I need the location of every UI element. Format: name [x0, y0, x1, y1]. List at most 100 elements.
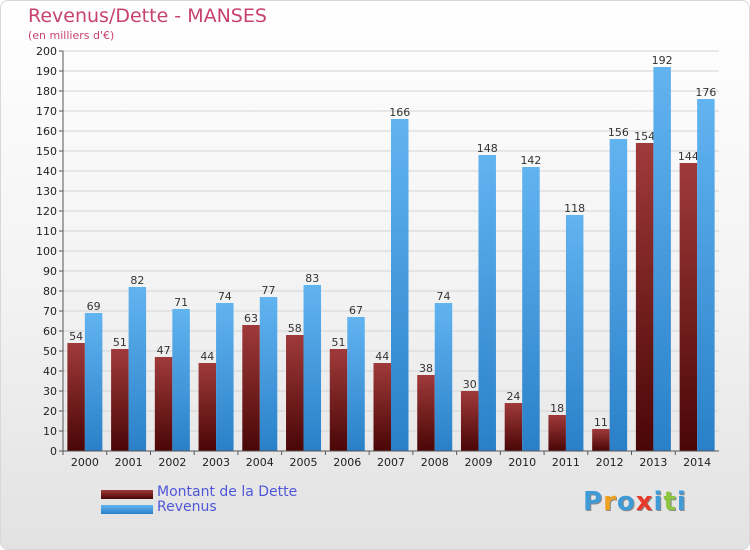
- x-tick-label: 2001: [115, 456, 143, 469]
- y-tick-label: 150: [36, 145, 57, 158]
- data-label-revenus: 118: [564, 202, 585, 215]
- data-label-revenus: 71: [174, 296, 188, 309]
- bar-revenus: [609, 139, 628, 451]
- bar-dette: [592, 429, 610, 451]
- logo-letter: i: [676, 487, 687, 517]
- logo-letter: o: [616, 487, 636, 517]
- bar-revenus: [391, 119, 409, 451]
- y-tick-label: 70: [43, 305, 57, 318]
- data-label-dette: 44: [200, 350, 214, 363]
- bar-dette: [242, 325, 260, 451]
- bar-dette: [329, 349, 348, 451]
- data-label-revenus: 67: [349, 304, 363, 317]
- bar-dette: [198, 363, 217, 451]
- logo-letter: t: [663, 487, 677, 517]
- bar-dette: [417, 375, 435, 451]
- data-label-dette: 44: [375, 350, 389, 363]
- bar-revenus: [172, 309, 190, 451]
- x-tick-label: 2000: [71, 456, 99, 469]
- bar-revenus: [565, 215, 584, 451]
- y-tick-label: 90: [43, 265, 57, 278]
- bar-dette: [286, 335, 304, 451]
- bar-revenus: [697, 99, 715, 451]
- y-tick-label: 0: [50, 445, 57, 458]
- data-label-dette: 47: [157, 344, 171, 357]
- logo-letter: x: [635, 487, 654, 517]
- data-label-dette: 58: [288, 322, 302, 335]
- chart-unit-label: (en milliers d'€): [28, 29, 115, 42]
- bar-dette: [67, 343, 85, 451]
- legend-label-revenus: Revenus: [157, 499, 217, 515]
- x-tick-label: 2014: [683, 456, 711, 469]
- legend-swatch-dette: [101, 490, 153, 499]
- x-tick-label: 2013: [639, 456, 667, 469]
- y-tick-label: 160: [36, 125, 57, 138]
- bar-dette: [548, 415, 566, 451]
- y-tick-label: 170: [36, 105, 57, 118]
- x-tick-label: 2007: [377, 456, 405, 469]
- bar-revenus: [653, 67, 671, 451]
- data-label-dette: 54: [69, 330, 83, 343]
- x-tick-label: 2010: [508, 456, 536, 469]
- data-label-dette: 30: [463, 378, 477, 391]
- data-label-revenus: 156: [608, 126, 629, 139]
- y-tick-label: 10: [43, 425, 57, 438]
- bar-revenus: [216, 303, 234, 451]
- bar-dette: [635, 143, 654, 451]
- bar-dette: [679, 163, 698, 451]
- bar-dette: [111, 349, 129, 451]
- data-label-dette: 51: [113, 336, 127, 349]
- data-label-revenus: 77: [262, 284, 276, 297]
- proxiti-logo: Proxiti: [583, 487, 687, 517]
- y-tick-label: 20: [43, 405, 57, 418]
- x-tick-label: 2004: [246, 456, 274, 469]
- bar-dette: [460, 391, 479, 451]
- y-tick-label: 60: [43, 325, 57, 338]
- y-tick-label: 40: [43, 365, 57, 378]
- y-tick-label: 130: [36, 185, 57, 198]
- logo-letter: i: [653, 487, 664, 517]
- y-tick-label: 200: [36, 45, 57, 58]
- data-label-revenus: 192: [652, 54, 673, 67]
- data-label-revenus: 166: [389, 106, 410, 119]
- y-tick-label: 110: [36, 225, 57, 238]
- data-label-revenus: 142: [520, 154, 541, 167]
- logo-letter: P: [583, 487, 604, 517]
- data-label-revenus: 74: [436, 290, 450, 303]
- data-label-dette: 18: [550, 402, 564, 415]
- data-label-revenus: 176: [695, 86, 716, 99]
- y-tick-label: 140: [36, 165, 57, 178]
- data-label-revenus: 82: [130, 274, 144, 287]
- y-tick-label: 180: [36, 85, 57, 98]
- bar-dette: [504, 403, 523, 451]
- bar-revenus: [128, 287, 147, 451]
- x-tick-label: 2008: [421, 456, 449, 469]
- data-label-dette: 154: [634, 130, 655, 143]
- data-label-dette: 11: [594, 416, 608, 429]
- x-tick-label: 2012: [596, 456, 624, 469]
- y-tick-label: 120: [36, 205, 57, 218]
- data-label-revenus: 83: [305, 272, 319, 285]
- x-tick-label: 2009: [464, 456, 492, 469]
- data-label-dette: 63: [244, 312, 258, 325]
- chart-title: Revenus/Dette - MANSES: [28, 5, 267, 27]
- bar-dette: [154, 357, 173, 451]
- data-label-revenus: 148: [477, 142, 498, 155]
- bar-revenus: [522, 167, 540, 451]
- x-tick-label: 2005: [290, 456, 318, 469]
- bar-revenus: [478, 155, 496, 451]
- y-tick-label: 100: [36, 245, 57, 258]
- data-label-dette: 51: [332, 336, 346, 349]
- legend-swatch-revenus: [101, 505, 153, 514]
- bar-revenus: [259, 297, 278, 451]
- y-tick-label: 190: [36, 65, 57, 78]
- bar-dette: [373, 363, 391, 451]
- bar-revenus: [347, 317, 365, 451]
- data-label-dette: 38: [419, 362, 433, 375]
- legend-label-dette: Montant de la Dette: [157, 484, 298, 500]
- bar-revenus: [303, 285, 322, 451]
- x-tick-label: 2011: [552, 456, 580, 469]
- x-tick-label: 2002: [158, 456, 186, 469]
